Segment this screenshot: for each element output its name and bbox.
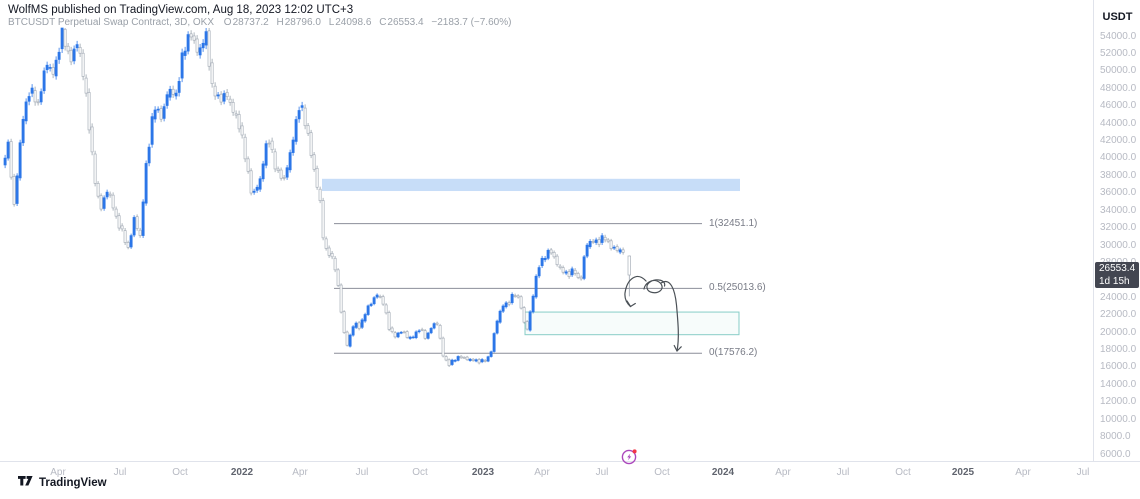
price-tick-label: 8000.0 — [1100, 431, 1131, 443]
price-tick-label: 36000.0 — [1100, 187, 1137, 199]
candles — [3, 27, 631, 368]
price-tick-label: 54000.0 — [1100, 30, 1137, 42]
price-tick-label: 46000.0 — [1100, 100, 1137, 112]
time-tick-label: Apr — [50, 467, 66, 478]
lightning-bolt-icon — [627, 453, 632, 461]
snapshot-attribution: WolfMS published on TradingView.com, Aug… — [8, 4, 354, 16]
tradingview-logo[interactable]: TradingView — [18, 476, 107, 489]
time-tick-label: Jul — [836, 467, 850, 478]
alert-dot-icon — [632, 449, 637, 454]
fib-level-label: 0(17576.2) — [709, 347, 758, 359]
replay-button[interactable] — [620, 447, 639, 466]
price-axis-currency: USDT — [1102, 11, 1133, 23]
high-value: 28796.0 — [284, 17, 321, 28]
time-tick-label: Jul — [1076, 467, 1090, 478]
price-tick-label: 50000.0 — [1100, 65, 1137, 77]
tradingview-logo-text: TradingView — [39, 476, 107, 489]
candlestick-chart[interactable] — [0, 0, 1093, 461]
time-tick-label: Oct — [172, 467, 188, 478]
time-tick-year-label: 2025 — [951, 467, 975, 478]
time-tick-year-label: 2022 — [230, 467, 254, 478]
chart-legend: BTCUSDT Perpetual Swap Contract, 3D, OKX… — [8, 17, 511, 28]
price-tick-label: 42000.0 — [1100, 135, 1137, 146]
time-axis[interactable]: Apr Jul Oct 2022 Apr Jul Oct 2023 Apr Jul Oct 2024 A… — [0, 461, 1140, 480]
price-tick-label: 48000.0 — [1100, 82, 1137, 94]
close-label: C — [379, 17, 387, 28]
price-tick-label: 10000.0 — [1100, 413, 1137, 425]
tradingview-mark-icon — [18, 476, 33, 486]
change-value: −2183.7 (−7.60%) — [431, 17, 512, 28]
price-tick-label: 32000.0 — [1100, 222, 1137, 234]
time-tick-label: Apr — [534, 467, 550, 478]
fib-level-label: 0.5(25013.6) — [709, 282, 766, 294]
low-value: 24098.6 — [335, 17, 372, 28]
low-label: L — [328, 17, 335, 28]
time-tick-label: Apr — [775, 467, 791, 478]
price-tick-label: 16000.0 — [1100, 361, 1137, 373]
time-tick-year-label: 2023 — [471, 467, 495, 478]
price-tick-label: 6000.0 — [1100, 448, 1131, 460]
time-tick-label: Jul — [355, 467, 369, 478]
time-tick-label: Oct — [654, 467, 670, 478]
time-tick-label: Oct — [895, 467, 911, 478]
last-price: 26553.4 — [1099, 263, 1136, 274]
supply-zone — [322, 178, 740, 192]
last-price-badge: 26553.4 1d 15h — [1095, 262, 1139, 288]
price-tick-label: 44000.0 — [1100, 117, 1137, 129]
bar-countdown: 1d 15h — [1099, 275, 1130, 287]
price-tick-label: 18000.0 — [1100, 344, 1137, 355]
fib-level-label: 1(32451.1) — [709, 217, 758, 229]
time-tick-label: Jul — [113, 467, 127, 478]
time-tick-label: Oct — [412, 467, 428, 478]
time-tick-label: Apr — [1015, 467, 1031, 478]
freehand-drawing — [624, 276, 682, 352]
price-tick-label: 12000.0 — [1100, 396, 1137, 408]
price-tick-label: 22000.0 — [1100, 309, 1137, 321]
price-tick-label: 14000.0 — [1100, 378, 1137, 390]
open-value: 28737.2 — [232, 17, 269, 28]
price-tick-label: 20000.0 — [1100, 326, 1137, 338]
time-tick-label: Apr — [292, 467, 308, 478]
price-tick-label: 38000.0 — [1100, 169, 1137, 181]
close-value: 26553.4 — [387, 17, 424, 28]
open-label: O — [223, 17, 232, 28]
demand-box — [524, 311, 740, 336]
price-tick-label: 24000.0 — [1100, 291, 1137, 303]
time-tick-label: Jul — [595, 467, 609, 478]
replay-circle-icon — [621, 449, 637, 465]
high-label: H — [276, 17, 284, 28]
symbol-title: BTCUSDT Perpetual Swap Contract, 3D, OKX — [8, 17, 215, 28]
price-tick-label: 52000.0 — [1100, 47, 1137, 59]
time-tick-year-label: 2024 — [711, 467, 735, 478]
price-tick-label: 30000.0 — [1100, 239, 1137, 251]
price-tick-label: 40000.0 — [1100, 152, 1137, 164]
price-tick-label: 34000.0 — [1100, 204, 1137, 216]
price-axis[interactable]: USDT 54000.0 52000.0 50000.0 48000.0 46000.0… — [1093, 0, 1140, 461]
